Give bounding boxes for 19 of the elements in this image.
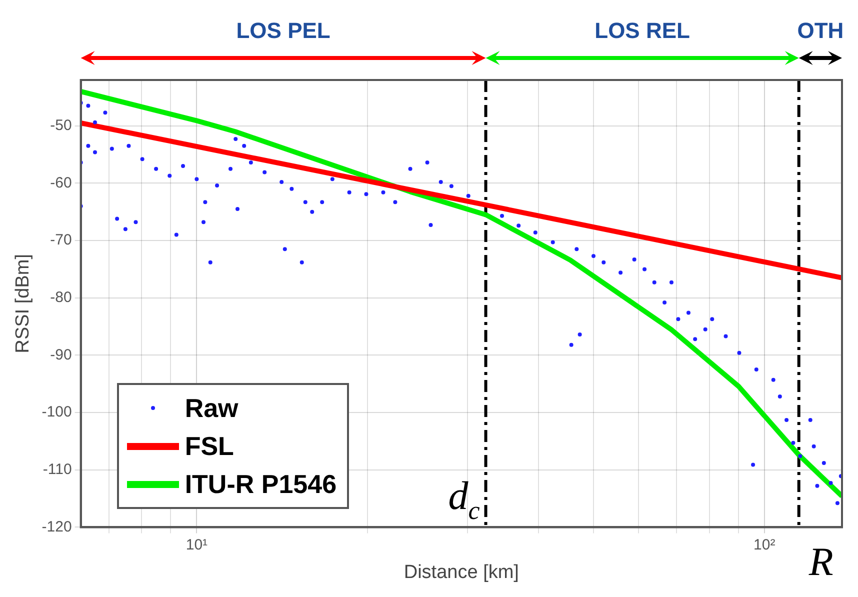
text: OTH <box>797 18 844 43</box>
ref-line-label: R <box>808 539 834 584</box>
legend-label: FSL <box>184 430 234 462</box>
y-tick-label: -70 <box>50 232 72 249</box>
legend-label: ITU-R P1546 <box>184 468 337 500</box>
x-tick-label: 10¹ <box>186 536 208 554</box>
y-axis-title: RSSI [dBm] <box>12 254 34 354</box>
x-axis-title: Distance [km] <box>404 562 519 583</box>
y-tick-label: -100 <box>42 404 72 421</box>
y-tick-label: -120 <box>42 518 72 536</box>
legend-label: Raw <box>184 392 238 424</box>
y-tick-label: -60 <box>50 174 72 192</box>
x-tick-label: 10² <box>754 536 776 554</box>
text: LOS REL <box>594 18 690 43</box>
y-tick-label: -90 <box>50 346 72 364</box>
y-tick-label: -50 <box>50 117 72 134</box>
y-tick-label: -110 <box>42 461 72 478</box>
text: LOS PEL <box>236 18 330 43</box>
y-tick-label: -80 <box>50 289 72 306</box>
